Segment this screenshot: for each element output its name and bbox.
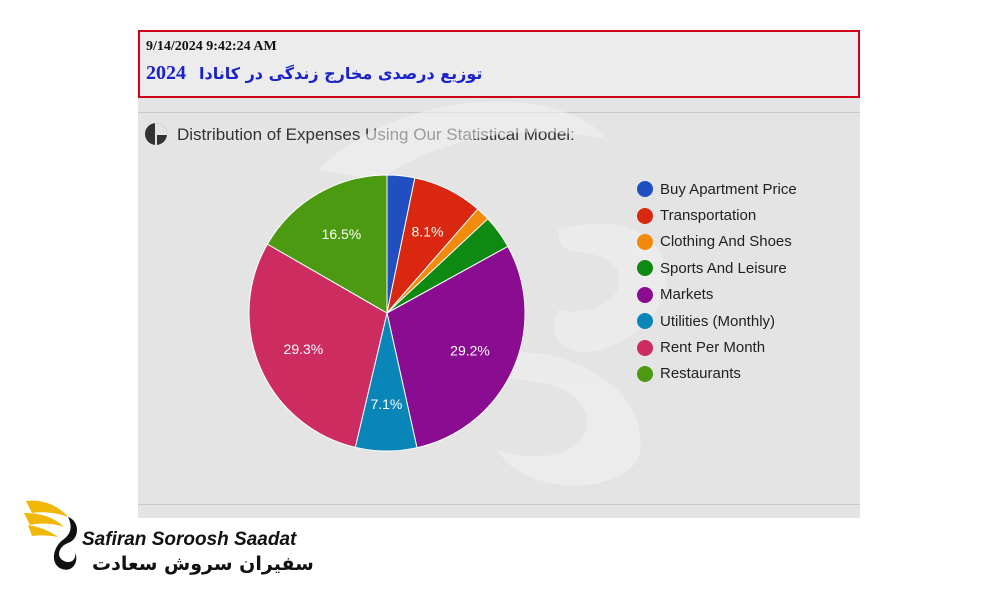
- legend-item-0: Buy Apartment Price: [637, 176, 797, 202]
- legend-label: Rent Per Month: [660, 339, 766, 357]
- legend-label: Restaurants: [660, 365, 741, 383]
- slice-value-label-6: 29.3%: [284, 341, 324, 357]
- title-year: 2024: [146, 62, 186, 84]
- brand-name-persian: سفیران سروش سعادت: [92, 553, 314, 575]
- title-persian: توزیع درصدی مخارج زندگی در کانادا: [199, 64, 483, 83]
- legend-item-4: Markets: [637, 282, 797, 308]
- legend-label: Markets: [660, 286, 714, 304]
- pie-chart: 8.1% 29.2% 7.1% 29.3% 16.5%: [248, 101, 667, 486]
- brand-name-english: Safiran Soroosh Saadat: [82, 529, 297, 550]
- legend-item-2: Clothing And Shoes: [637, 229, 797, 255]
- legend-label: Utilities (Monthly): [660, 312, 776, 330]
- legend-item-5: Utilities (Monthly): [637, 308, 797, 334]
- legend-swatch: [637, 339, 653, 356]
- legend-swatch: [637, 260, 653, 277]
- divider: [138, 504, 860, 505]
- legend-swatch: [637, 233, 653, 250]
- slice-value-label-7: 16.5%: [322, 226, 362, 242]
- header-box: 9/14/2024 9:42:24 AM 2024 توزیع درصدی مخ…: [138, 30, 860, 98]
- pie-slice-4: [386, 245, 526, 449]
- timestamp: 9/14/2024 9:42:24 AM: [146, 39, 277, 54]
- legend-item-6: Rent Per Month: [637, 334, 797, 360]
- legend-label: Clothing And Shoes: [660, 233, 792, 251]
- slice-value-label-5: 7.1%: [370, 396, 402, 412]
- legend-swatch: [637, 181, 653, 198]
- legend-label: Buy Apartment Price: [660, 180, 797, 198]
- bird-logo-icon: [24, 500, 77, 570]
- legend-swatch: [637, 207, 653, 224]
- slice-value-label-1: 8.1%: [412, 223, 444, 239]
- pie-slice-6: [248, 243, 388, 448]
- pie-chart-icon: [145, 123, 167, 145]
- legend-label: Sports And Leisure: [660, 259, 787, 277]
- legend-swatch: [637, 365, 653, 382]
- legend-label: Transportation: [660, 207, 757, 225]
- legend-item-7: Restaurants: [637, 361, 797, 387]
- legend-item-1: Transportation: [637, 202, 797, 228]
- slice-value-label-4: 29.2%: [450, 342, 490, 358]
- legend-item-3: Sports And Leisure: [637, 255, 797, 281]
- chart-legend: Buy Apartment Price Transportation Clothin…: [637, 176, 797, 387]
- page-title: 2024 توزیع درصدی مخارج زندگی در کانادا: [146, 62, 482, 85]
- chart-panel: 9/14/2024 9:42:24 AM 2024 توزیع درصدی مخ…: [138, 30, 860, 518]
- legend-swatch: [637, 313, 653, 330]
- pie-slice-7: [266, 174, 388, 314]
- legend-swatch: [637, 286, 653, 303]
